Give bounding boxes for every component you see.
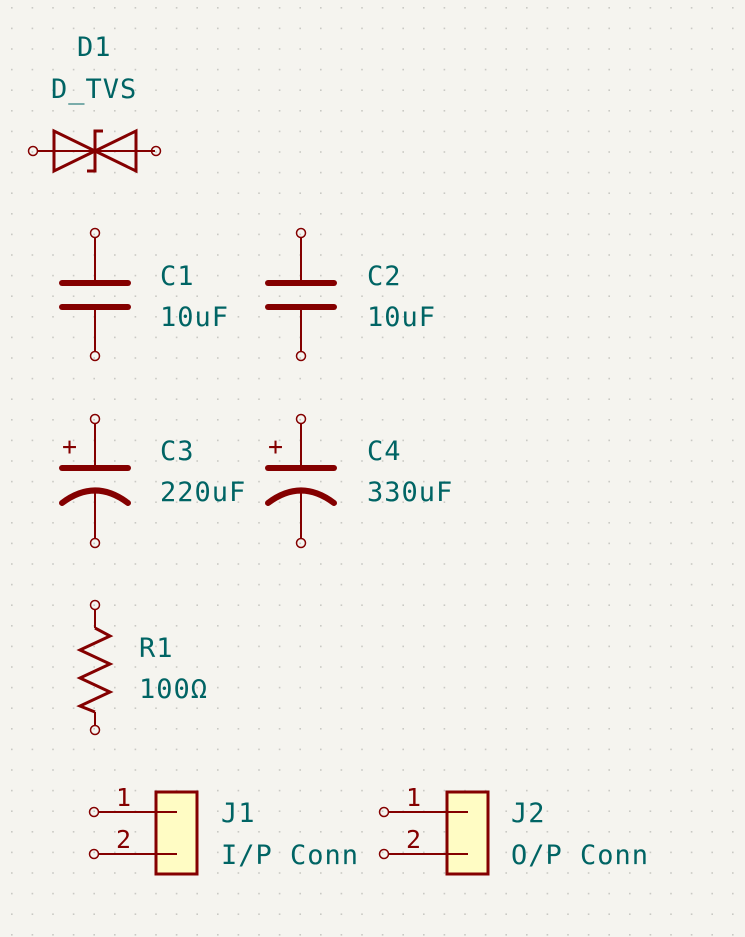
j2-value: O/P Conn <box>511 840 649 871</box>
j2-reference: J2 <box>511 798 546 829</box>
j1-pin-1-number: 1 <box>116 783 131 812</box>
c3-reference: C3 <box>160 436 195 467</box>
d1-symbol <box>27 128 162 174</box>
component-j2[interactable]: 1 2 J2 O/P Conn <box>378 783 650 876</box>
c4-symbol <box>265 413 337 549</box>
d1-value: D_TVS <box>51 74 137 105</box>
r1-value: 100Ω <box>139 674 208 705</box>
j1-pin-2-number: 2 <box>116 825 131 854</box>
r1-reference: R1 <box>139 633 174 664</box>
d1-reference: D1 <box>77 32 112 63</box>
c4-value: 330uF <box>367 477 453 508</box>
c2-reference: C2 <box>367 261 402 292</box>
j2-pin-2-number: 2 <box>406 825 421 854</box>
c2-value: 10uF <box>367 302 436 333</box>
j1-value: I/P Conn <box>221 840 359 871</box>
c1-value: 10uF <box>160 302 229 333</box>
c3-value: 220uF <box>160 477 246 508</box>
c4-polarity-mark: + <box>268 432 283 461</box>
r1-symbol <box>76 599 114 736</box>
c3-polarity-mark: + <box>62 432 77 461</box>
c3-symbol <box>59 413 131 549</box>
c1-reference: C1 <box>160 261 195 292</box>
j1-symbol <box>88 790 199 876</box>
c2-symbol <box>265 227 337 362</box>
component-c1[interactable]: C1 10uF <box>59 227 229 362</box>
j2-pin-1-number: 1 <box>406 783 421 812</box>
c4-reference: C4 <box>367 436 402 467</box>
component-c4[interactable]: + C4 330uF <box>265 413 453 549</box>
component-j1[interactable]: 1 2 J1 I/P Conn <box>88 783 360 876</box>
component-c3[interactable]: + C3 220uF <box>59 413 246 549</box>
component-d1[interactable]: D1 D_TVS <box>27 32 162 174</box>
j2-symbol <box>378 790 490 876</box>
component-r1[interactable]: R1 100Ω <box>76 599 208 736</box>
j1-reference: J1 <box>221 798 256 829</box>
component-c2[interactable]: C2 10uF <box>265 227 436 362</box>
c1-symbol <box>59 227 131 362</box>
